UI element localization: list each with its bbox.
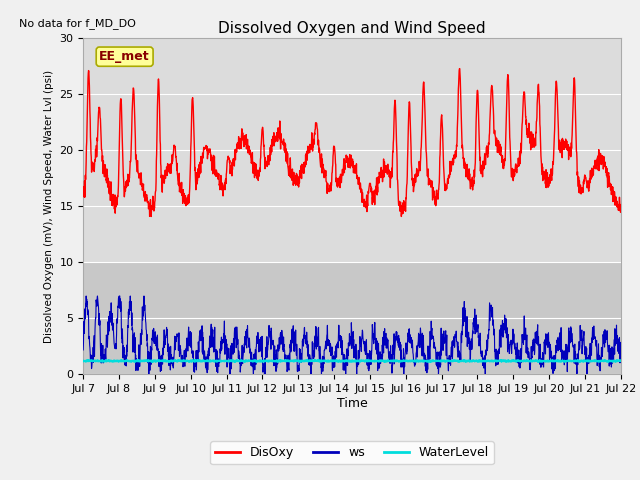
Text: No data for f_MD_DO: No data for f_MD_DO: [19, 18, 136, 29]
Bar: [83, 263, 621, 374]
X-axis label: Time: Time: [337, 397, 367, 410]
Text: EE_met: EE_met: [99, 50, 150, 63]
Legend: DisOxy, ws, WaterLevel: DisOxy, ws, WaterLevel: [210, 441, 494, 464]
Title: Dissolved Oxygen and Wind Speed: Dissolved Oxygen and Wind Speed: [218, 21, 486, 36]
Bar: [83, 38, 621, 263]
Y-axis label: Dissolved Oxygen (mV), Wind Speed, Water Lvl (psi): Dissolved Oxygen (mV), Wind Speed, Water…: [44, 70, 54, 343]
